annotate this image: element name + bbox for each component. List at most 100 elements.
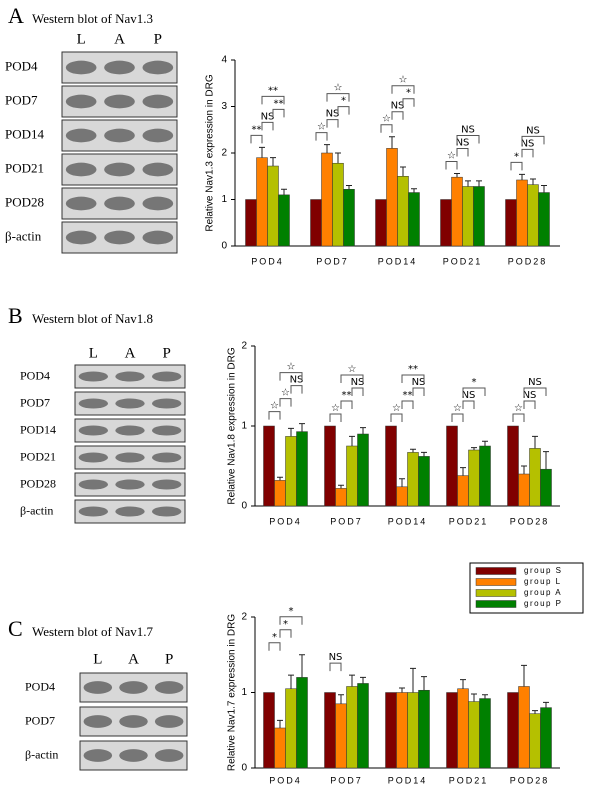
y-tick-label: 2 [241,341,247,352]
error-bar [338,694,344,704]
blot-band [65,162,97,177]
sig-label: ☆ [287,362,296,373]
blot-band [104,230,135,245]
error-bar [460,467,466,476]
blot-row-label: POD28 [5,194,44,209]
bar [357,683,369,769]
blot-row-label: POD4 [5,58,38,73]
bar [324,692,336,769]
blot-band [115,479,145,490]
bar [274,480,286,507]
sig-bracket [380,124,393,133]
error-bar [338,484,344,489]
bar [267,165,279,247]
sig-label: ☆ [392,403,401,414]
blot-band [65,196,97,211]
error-bar [521,465,527,474]
y-tick-label: 2 [221,148,227,159]
blot-band [78,371,109,382]
sig-bracket [391,85,415,94]
y-axis-label: Relative Nav1.8 expression in DRG [227,347,238,505]
y-tick-label: 1 [221,194,227,205]
error-bar [349,674,355,687]
bar [518,473,530,507]
error-bar [541,185,547,193]
sig-bracket [326,93,350,102]
lane-label: P [154,31,162,47]
bar [396,692,408,769]
x-tick-label: POD14 [388,775,428,785]
error-bar [411,188,417,193]
error-bar [349,435,355,446]
sig-label: ** [274,98,284,109]
x-tick-label: POD7 [330,516,363,526]
blot-band [152,506,182,517]
sig-bracket [401,374,425,383]
x-tick-label: POD14 [378,256,418,266]
y-tick-label: 0 [241,501,247,512]
sig-bracket [268,411,281,420]
blot-band [119,715,148,728]
sig-bracket [290,385,303,394]
error-bar [519,173,525,180]
sig-bracket [279,629,292,638]
sig-bracket [510,161,523,171]
bar [446,425,458,507]
sig-label: ☆ [447,150,456,161]
blot-band [115,398,145,409]
sig-bracket [279,398,292,407]
sig-bracket [268,642,281,651]
legend-label: group A [524,588,562,597]
sig-bracket [329,662,342,672]
sig-label: ☆ [270,401,279,412]
error-bar [410,448,416,453]
blot-band [65,128,97,143]
error-bar [482,694,488,699]
sig-label: NS [326,109,340,120]
error-bar [532,710,538,714]
bar [274,727,286,769]
sig-label: NS [329,652,343,663]
blot-band [154,749,184,762]
sig-label: * [514,151,519,162]
bar [507,692,519,769]
y-tick-label: 0 [241,763,247,774]
sig-bracket [351,387,364,396]
sig-label: * [472,377,477,388]
sig-bracket [250,134,263,144]
error-bar [454,172,460,178]
blot-title: Western blot of Nav1.7 [32,624,153,639]
sig-label: ☆ [334,83,343,94]
bar [462,186,474,247]
bar [263,425,275,507]
bar [375,199,387,247]
error-bar [335,152,341,164]
sig-label: ☆ [453,403,462,414]
blot-row-label: POD7 [20,395,50,409]
sig-bracket [401,400,414,409]
sig-bracket [315,132,328,141]
error-bar [259,146,265,158]
sig-label: * [406,88,411,99]
blot-band [65,230,97,245]
blot-band [152,479,182,490]
sig-label: ** [252,124,262,135]
sig-label: NS [523,390,537,401]
blot-row-label: β-actin [5,228,42,243]
blot-row-label: POD7 [25,713,55,727]
blot-row-label: β-actin [20,503,53,517]
sig-bracket [390,413,403,422]
sig-label: NS [526,125,540,136]
bar [538,192,550,247]
error-bar [324,144,330,153]
legend-swatch [475,578,517,586]
x-tick-label: POD4 [269,516,302,526]
lane-label: A [125,345,136,361]
sig-bracket [523,387,547,396]
bar [529,448,541,507]
bar [343,189,355,247]
bar [473,186,485,247]
blot-band [83,681,113,694]
sig-bracket [521,135,545,145]
